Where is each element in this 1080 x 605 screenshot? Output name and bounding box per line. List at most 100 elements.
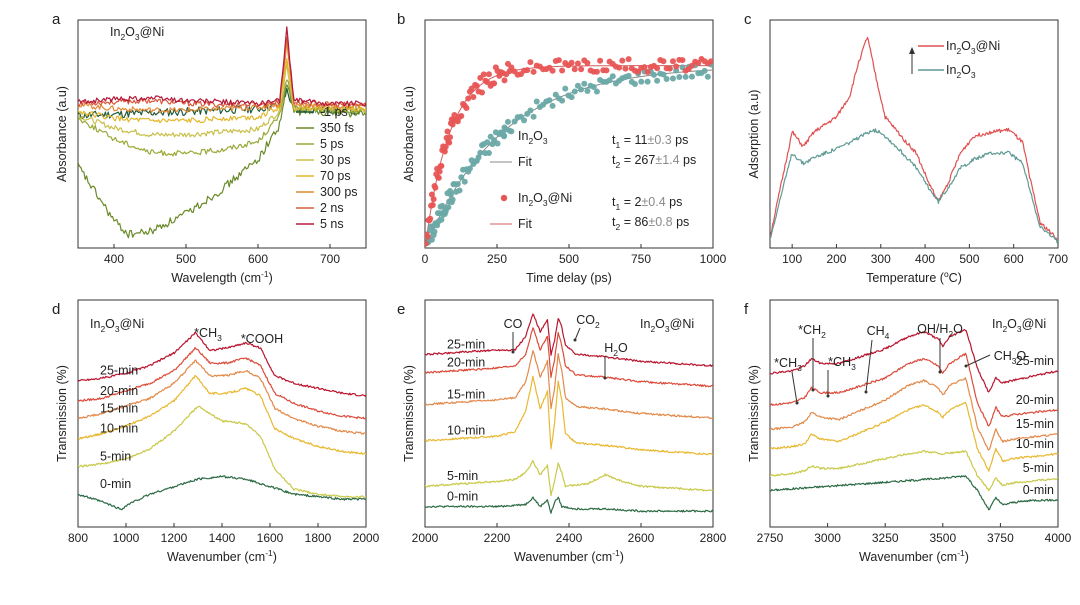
series-label: 25-min [100,364,138,378]
data-point [485,150,492,157]
series-label: 10-min [100,422,138,436]
data-point [707,58,713,65]
panel-letter: e [397,301,405,318]
x-axis-label: Wavenumber (cm-1) [859,548,969,564]
data-point [442,143,449,150]
plot-frame [769,19,1059,249]
text-run: O [961,39,971,53]
data-point [603,67,610,74]
text-run: CO [504,317,523,331]
text-script: 2 [956,70,961,80]
text-run: t [612,215,616,229]
text-run: ) [620,550,624,564]
data-point [441,148,448,155]
y-axis-label: Transmission (%) [402,365,416,462]
annotation-arrow [965,354,991,367]
series-line [770,449,1058,492]
peak-annotation: CH3O [994,349,1027,366]
param-t1: t1 = 11±0.3 ps [612,133,688,150]
data-point [527,59,534,66]
data-point [477,149,484,156]
text-script: -1 [612,548,620,558]
text-run: *CH [828,355,851,369]
data-point [593,68,600,75]
data-point [682,73,689,80]
arrow-head-icon [826,394,830,398]
data-point [458,112,465,119]
data-point [619,57,626,64]
text-script: o [944,269,949,279]
text-script: 2 [821,330,826,340]
series-line [78,26,366,107]
x-axis-label: Temperature (oC) [866,269,962,285]
text-run: *COOH [241,332,283,346]
data-point [568,59,575,66]
text-run: ) [273,550,277,564]
text-run: H [604,341,613,355]
series-line [78,331,366,397]
text-script: 3 [797,363,802,373]
series-line [770,352,1058,427]
param-t1: t1 = 2±0.4 ps [612,195,682,212]
data-point [527,107,534,114]
data-point [654,65,661,72]
data-point [445,204,452,211]
series-label: 0-min [1023,483,1054,497]
text-run: @Ni [1022,317,1047,331]
panel-letter: f [744,301,749,318]
text-script: 2 [956,46,961,56]
x-tick-label: 700 [320,252,340,266]
text-script: 3 [543,136,548,146]
panel-e: 2000 2200 2400 2600 2800 Wavenumber (cm-1) Tra… [397,299,727,564]
data-point [508,128,515,135]
annotation-arrow [791,371,798,404]
x-tick-label: 800 [68,531,88,545]
text-run: ±0.4 [641,195,665,209]
arrow-head-icon [511,350,515,354]
x-tick-label: 500 [559,252,579,266]
panel-c: 100 200 300 400 500 600 700 Temperature (oC) Ads… [744,11,1068,285]
x-tick-label: 1000 [700,252,727,266]
data-point [584,87,591,94]
text-run: Wavenumber (cm [167,550,265,564]
arrow-head-icon [795,401,799,405]
data-point [631,81,638,88]
x-tick-label: 0 [422,252,429,266]
data-point [562,85,569,92]
data-point [654,77,661,84]
data-point [447,191,454,198]
panel-b: 0 250 500 750 1000 Time delay (ps) Absorbance … [397,11,727,285]
legend-label: -1 ps [320,105,348,119]
series-line [78,79,366,157]
legend-label: 300 ps [320,185,358,199]
data-point [549,67,556,74]
text-script: 4 [885,331,890,341]
data-point [444,128,451,135]
text-run: ps [680,153,697,167]
text-script: 3 [851,362,856,372]
annotation-arrow [574,327,581,341]
data-point [429,202,436,209]
param-t2: t2 = 86±0.8 ps [612,215,689,232]
text-run: O [1007,317,1017,331]
text-run: 1 [615,202,620,212]
text-script: 2 [1002,324,1007,334]
text-run: t [612,153,616,167]
legend-label: In2O3@Ni [518,191,572,208]
text-script: -1 [265,548,273,558]
text-run: In [518,191,528,205]
peak-annotation: *COOH [241,332,283,346]
data-point [669,75,676,82]
data-point [508,64,515,71]
text-run: @Ni [670,317,695,331]
data-point [593,88,600,95]
panel-title: In2O3@Ni [90,317,144,334]
text-run: O [533,129,543,143]
text-script: 3 [115,324,120,334]
series-line [425,375,713,456]
legend-marker [500,132,508,140]
panel-f: 2750 3000 3250 3500 3750 4000 Wavenumber (cm-1… [744,299,1072,564]
series-label: 25-min [1016,354,1054,368]
data-point [427,215,434,222]
x-tick-label: 2200 [484,531,511,545]
